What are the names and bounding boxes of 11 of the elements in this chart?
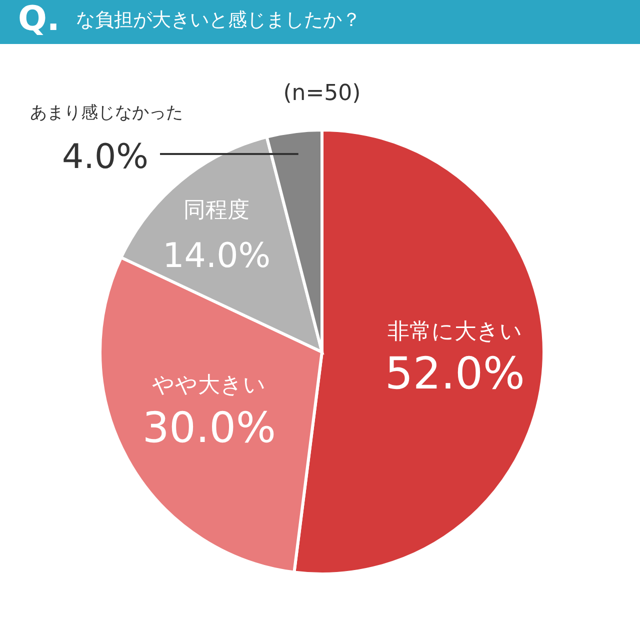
category-label: やや大きい <box>152 373 266 398</box>
value-label: 14.0% <box>162 236 271 276</box>
value-label: 30.0% <box>142 403 276 452</box>
category-label: 非常に大きい <box>387 319 522 344</box>
category-label: あまり感じなかった <box>30 103 183 123</box>
category-label: 同程度 <box>184 198 250 224</box>
value-label: 4.0% <box>62 137 148 177</box>
value-label: 52.0% <box>385 348 525 400</box>
annotation: Q. <box>18 0 60 39</box>
annotation: (n=50) <box>283 81 361 106</box>
title: な負担が大きいと感じましたか？ <box>76 9 361 31</box>
